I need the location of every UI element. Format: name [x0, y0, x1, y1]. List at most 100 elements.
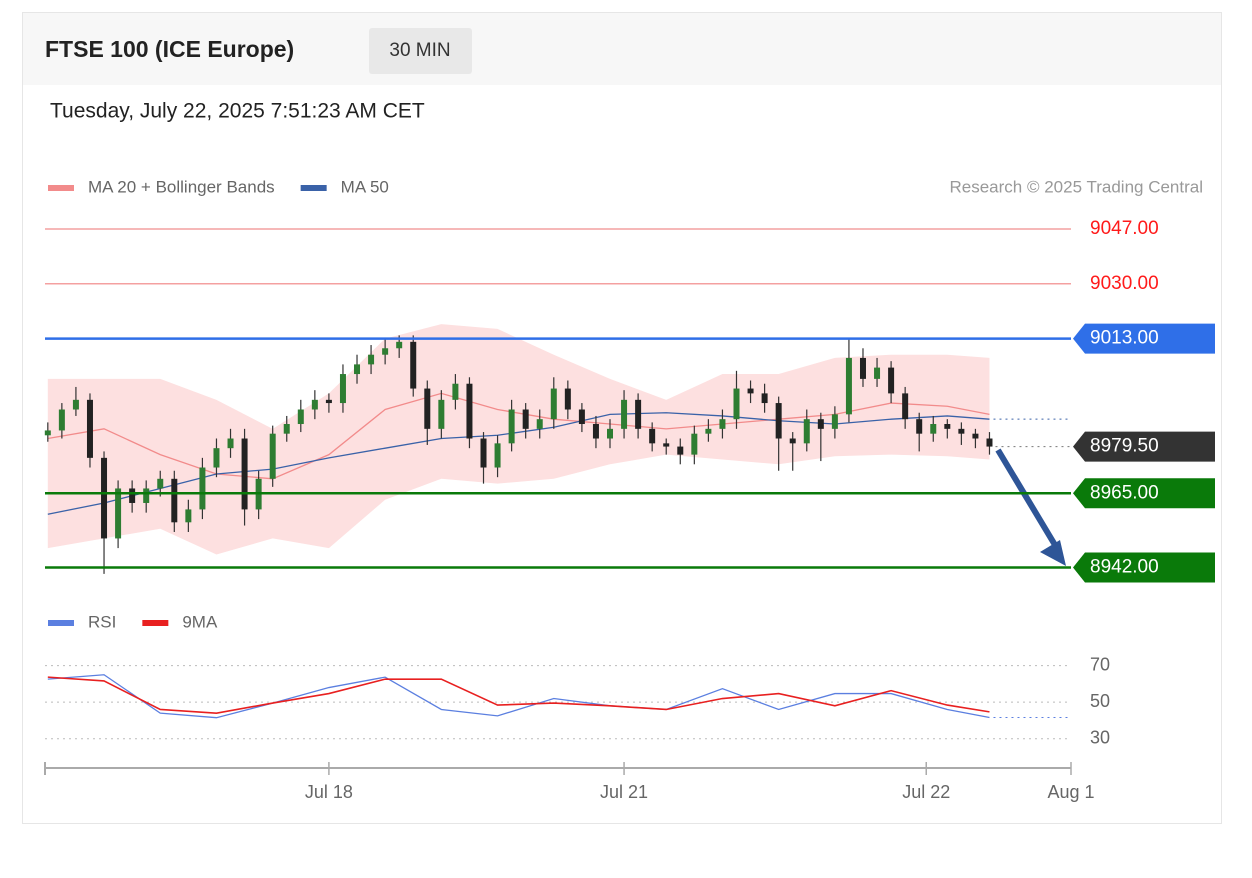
- candle-body: [157, 478, 164, 489]
- candle-body: [972, 433, 979, 439]
- rsi-tick-label: 50: [1090, 691, 1110, 711]
- candle-body: [269, 433, 276, 479]
- candle-body: [691, 433, 698, 455]
- candle-body: [902, 393, 909, 420]
- candle-body: [354, 364, 361, 375]
- candle-body: [44, 430, 51, 436]
- arrow-head: [1040, 540, 1066, 566]
- candle-body: [916, 419, 923, 434]
- legend-label: RSI: [88, 612, 116, 631]
- candle-body: [621, 399, 628, 429]
- candle-body: [607, 428, 614, 439]
- rsi-line: [47, 674, 990, 719]
- candle-body: [536, 419, 543, 429]
- candle-body: [719, 419, 726, 429]
- legend-swatch: [300, 185, 327, 191]
- candle-body: [859, 357, 866, 379]
- candle-body: [185, 509, 192, 523]
- candle-body: [550, 388, 557, 420]
- level-tag: [1073, 323, 1215, 354]
- candle-body: [213, 448, 220, 468]
- arrow: [995, 448, 1058, 547]
- bollinger-band: [47, 324, 990, 555]
- candle-body: [747, 388, 754, 394]
- candle-body: [494, 443, 501, 468]
- subtitle: Tuesday, July 22, 2025 7:51:23 AM CET: [50, 100, 425, 123]
- candle-body: [311, 399, 318, 410]
- candle-body: [424, 388, 431, 429]
- rsi-ma-line: [47, 676, 990, 714]
- candle-body: [803, 419, 810, 444]
- candle-body: [382, 348, 389, 355]
- candle-body: [986, 438, 993, 447]
- candle-body: [930, 424, 937, 434]
- candle-body: [199, 467, 206, 510]
- candle-body: [171, 478, 178, 523]
- candle-body: [396, 341, 403, 349]
- title: FTSE 100 (ICE Europe): [45, 36, 294, 62]
- legend-label: 9MA: [182, 612, 218, 631]
- candle-body: [649, 428, 656, 444]
- candle-body: [410, 341, 417, 389]
- candle-body: [874, 367, 881, 379]
- level-label: 9030.00: [1090, 273, 1159, 294]
- candle-body: [592, 424, 599, 439]
- candle-body: [339, 374, 346, 404]
- candle-body: [325, 399, 332, 404]
- candle-body: [241, 438, 248, 510]
- candle-body: [283, 424, 290, 434]
- level-tag: [1073, 431, 1215, 462]
- candle-body: [115, 488, 122, 539]
- candle-body: [578, 409, 585, 425]
- candle-body: [438, 399, 445, 429]
- header-band: [23, 13, 1221, 85]
- candle-body: [480, 438, 487, 468]
- candle-body: [297, 409, 304, 425]
- x-tick-label: Jul 18: [305, 782, 353, 802]
- candle-body: [86, 399, 93, 458]
- level-label: 8965.00: [1090, 482, 1159, 503]
- level-label: 9013.00: [1090, 328, 1159, 349]
- candle-body: [227, 438, 234, 449]
- x-tick-label: Aug 1: [1047, 782, 1094, 802]
- candle-body: [466, 383, 473, 439]
- candle-body: [101, 457, 108, 539]
- candle-body: [761, 393, 768, 404]
- candle-body: [775, 403, 782, 439]
- candle-body: [817, 419, 824, 429]
- legend-swatch: [142, 620, 169, 626]
- level-label: 8979.50: [1090, 436, 1159, 457]
- x-tick-label: Jul 21: [600, 782, 648, 802]
- candle-body: [733, 388, 740, 420]
- legend-label: MA 50: [341, 177, 389, 196]
- level-label: 9047.00: [1090, 218, 1159, 239]
- candle-body: [789, 438, 796, 444]
- candle-body: [845, 357, 852, 415]
- legend-swatch: [48, 620, 74, 626]
- candle-body: [129, 488, 136, 503]
- candle-body: [508, 409, 515, 444]
- interval-badge: [369, 28, 472, 74]
- candle-body: [958, 428, 965, 434]
- candle-body: [831, 414, 838, 429]
- rsi-tick-label: 30: [1090, 727, 1110, 747]
- interval: 30 MIN: [389, 40, 450, 61]
- level-tag: [1073, 552, 1215, 583]
- candle-body: [452, 383, 459, 400]
- legend-label: MA 20 + Bollinger Bands: [88, 177, 275, 196]
- candle-body: [72, 399, 79, 410]
- level-label: 8942.00: [1090, 556, 1159, 577]
- legend-swatch: [48, 185, 74, 191]
- candle-body: [705, 428, 712, 434]
- level-tag: [1073, 478, 1215, 509]
- candle-body: [677, 446, 684, 455]
- x-tick-label: Jul 22: [902, 782, 950, 802]
- candle-body: [564, 388, 571, 410]
- candle-body: [663, 443, 670, 447]
- candle-body: [522, 409, 529, 429]
- rsi-tick-label: 70: [1090, 654, 1110, 674]
- credit: Research © 2025 Trading Central: [950, 177, 1204, 196]
- candle-body: [635, 399, 642, 429]
- candle-body: [143, 488, 150, 503]
